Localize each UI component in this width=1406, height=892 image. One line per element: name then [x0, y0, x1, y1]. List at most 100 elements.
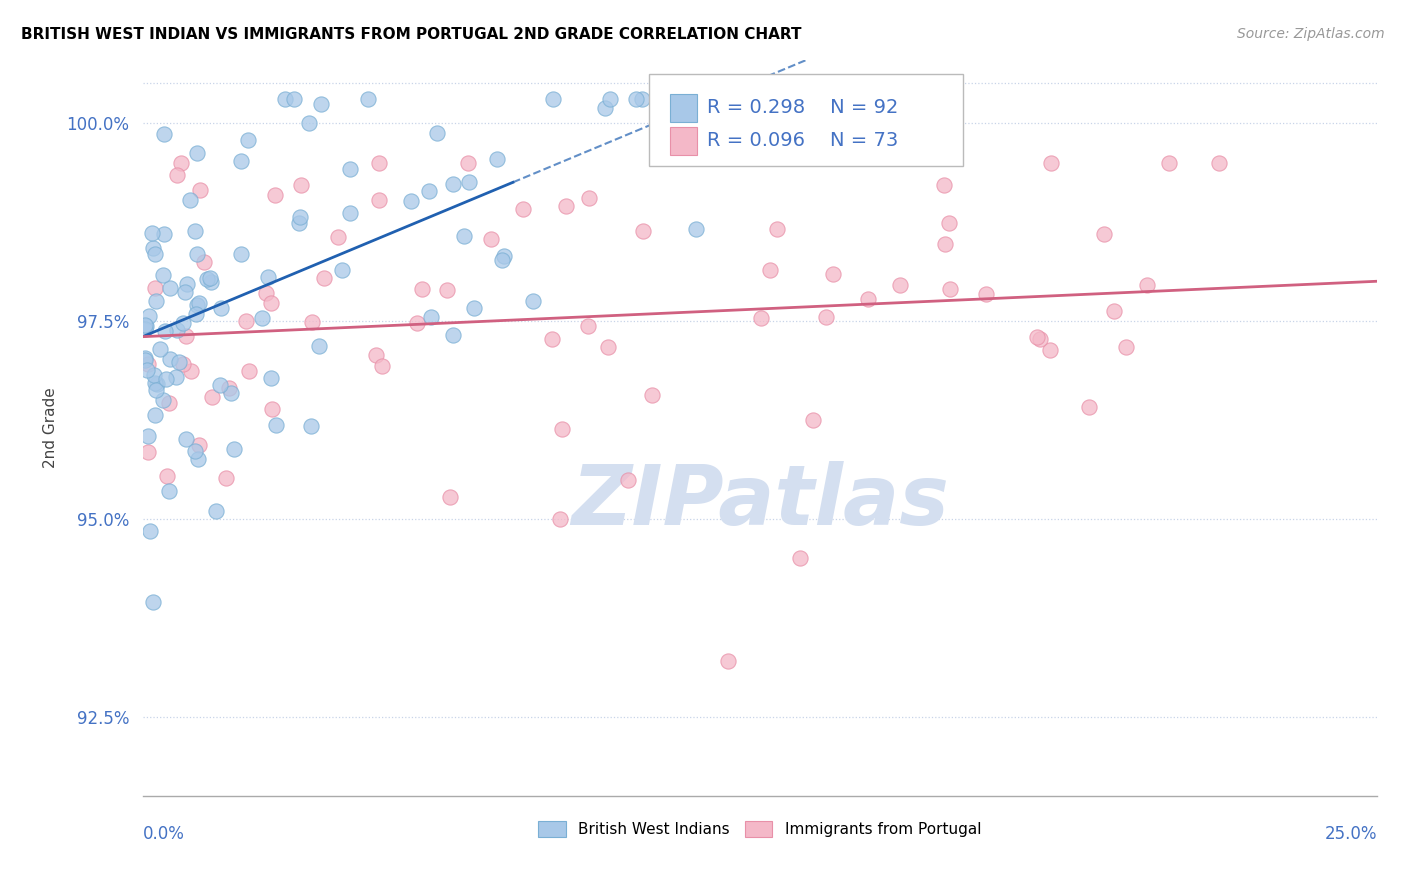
Point	[184, 224, 207, 238]
Point	[153, 227, 176, 241]
Point	[411, 282, 433, 296]
Point	[419, 310, 441, 324]
Point	[578, 191, 600, 205]
Point	[463, 301, 485, 315]
Point	[204, 504, 226, 518]
Point	[641, 388, 664, 402]
Point	[134, 352, 156, 367]
Point	[264, 418, 287, 433]
Point	[142, 368, 165, 383]
Point	[264, 187, 287, 202]
Point	[165, 370, 187, 384]
Point	[789, 551, 811, 566]
Point	[166, 323, 188, 337]
Legend: British West Indians, Immigrants from Portugal: British West Indians, Immigrants from Po…	[533, 815, 987, 844]
Point	[426, 127, 449, 141]
Point	[436, 283, 458, 297]
Point	[143, 408, 166, 422]
Point	[441, 177, 464, 191]
Point	[146, 377, 169, 392]
Point	[166, 168, 188, 182]
Text: Source: ZipAtlas.com: Source: ZipAtlas.com	[1237, 27, 1385, 41]
Point	[418, 184, 440, 198]
Point	[134, 351, 156, 366]
Point	[676, 92, 699, 106]
Point	[555, 199, 578, 213]
Point	[856, 292, 879, 306]
Point	[201, 390, 224, 404]
Point	[142, 595, 165, 609]
Point	[149, 342, 172, 356]
Point	[540, 332, 562, 346]
Point	[174, 329, 197, 343]
FancyBboxPatch shape	[648, 74, 963, 166]
Point	[593, 101, 616, 115]
Point	[1039, 343, 1062, 357]
Point	[596, 340, 619, 354]
Text: R = 0.298    N = 92: R = 0.298 N = 92	[707, 98, 898, 117]
Point	[193, 254, 215, 268]
Point	[889, 277, 911, 292]
Point	[453, 228, 475, 243]
Point	[599, 92, 621, 106]
Point	[301, 315, 323, 329]
Point	[136, 445, 159, 459]
Point	[135, 319, 157, 334]
Point	[288, 211, 311, 225]
Point	[136, 429, 159, 443]
Point	[617, 473, 640, 487]
Point	[1078, 400, 1101, 414]
Point	[186, 297, 208, 311]
Point	[801, 413, 824, 427]
Point	[187, 452, 209, 467]
Point	[152, 393, 174, 408]
Point	[145, 293, 167, 308]
Point	[235, 314, 257, 328]
Point	[238, 133, 260, 147]
Point	[749, 311, 772, 326]
Point	[135, 363, 157, 377]
Point	[551, 422, 574, 436]
Point	[134, 318, 156, 333]
Point	[314, 271, 336, 285]
Point	[339, 206, 361, 220]
Point	[184, 307, 207, 321]
Point	[368, 156, 391, 170]
Point	[576, 318, 599, 333]
Point	[134, 322, 156, 336]
Point	[238, 363, 260, 377]
Point	[309, 97, 332, 112]
Point	[229, 154, 252, 169]
Point	[222, 442, 245, 457]
Point	[1039, 155, 1062, 169]
Point	[174, 285, 197, 299]
Point	[1157, 155, 1180, 169]
Point	[139, 524, 162, 538]
Point	[624, 92, 647, 106]
Point	[180, 363, 202, 377]
Point	[290, 178, 312, 192]
Point	[371, 359, 394, 374]
Point	[814, 310, 837, 325]
Point	[357, 92, 380, 106]
Text: 25.0%: 25.0%	[1324, 825, 1376, 843]
Point	[541, 92, 564, 106]
Point	[256, 270, 278, 285]
Point	[215, 471, 238, 485]
Point	[254, 285, 277, 300]
Point	[548, 512, 571, 526]
Point	[229, 247, 252, 261]
Point	[157, 483, 180, 498]
Point	[195, 272, 218, 286]
Point	[176, 277, 198, 292]
Text: 0.0%: 0.0%	[142, 825, 184, 843]
Point	[188, 438, 211, 452]
Point	[143, 247, 166, 261]
Point	[368, 193, 391, 207]
Point	[439, 490, 461, 504]
Point	[159, 281, 181, 295]
Point	[153, 324, 176, 338]
Point	[142, 241, 165, 255]
Point	[512, 202, 534, 217]
Point	[298, 116, 321, 130]
